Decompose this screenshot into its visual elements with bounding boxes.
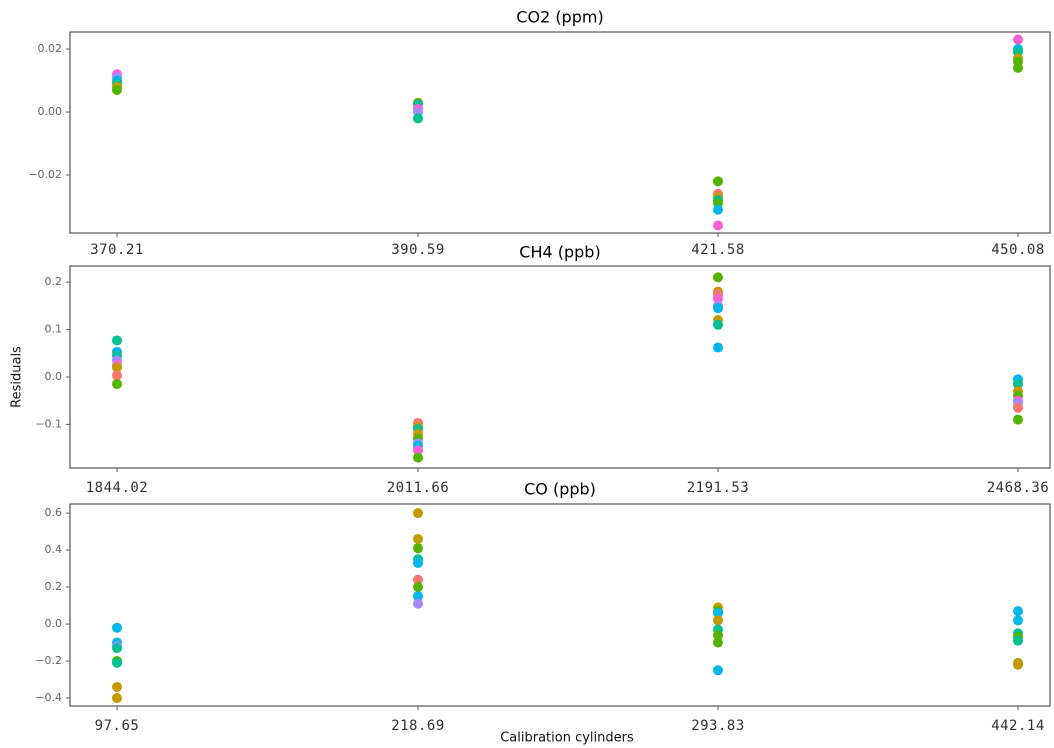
panel-border <box>69 503 1051 707</box>
x-tick-label: 97.65 <box>95 718 140 734</box>
point <box>1013 659 1023 670</box>
x-tick-label: 2468.36 <box>987 480 1050 496</box>
point <box>1013 606 1023 617</box>
point <box>413 598 423 609</box>
panel-title: CO2 (ppm) <box>516 8 603 27</box>
point <box>713 607 723 618</box>
point <box>112 84 122 95</box>
panel-border <box>69 265 1051 469</box>
point <box>713 342 723 353</box>
y-tick-label: 0.02 <box>38 42 63 55</box>
point <box>112 362 122 373</box>
point <box>413 543 423 554</box>
point <box>112 693 122 704</box>
point <box>1013 379 1023 390</box>
y-tick-label: 0.1 <box>45 323 63 336</box>
x-tick-label: 2011.66 <box>387 480 450 496</box>
y-tick-label: 0.0 <box>45 370 63 383</box>
y-tick-label: 0.4 <box>45 543 63 556</box>
panel-title: CO (ppb) <box>524 480 596 499</box>
point <box>713 665 723 676</box>
point <box>413 591 423 602</box>
y-tick-label: 0.2 <box>45 275 63 288</box>
x-axis-label: Calibration cylinders <box>500 731 634 746</box>
x-tick-label: 293.83 <box>691 718 745 734</box>
x-tick-label: 390.59 <box>391 242 445 258</box>
point <box>713 220 723 231</box>
point <box>1013 34 1023 45</box>
point <box>413 508 423 519</box>
x-tick-label: 218.69 <box>391 718 445 734</box>
point <box>112 379 122 390</box>
x-tick-label: 2191.53 <box>687 480 750 496</box>
point <box>713 637 723 648</box>
point <box>413 582 423 593</box>
point <box>713 293 723 304</box>
point <box>713 303 723 314</box>
panel-title: CH4 (ppb) <box>519 243 600 262</box>
point <box>713 615 723 626</box>
point <box>112 657 122 668</box>
y-tick-label: 0.2 <box>45 580 63 593</box>
y-tick-label: −0.4 <box>35 691 62 704</box>
y-tick-label: 0.6 <box>45 506 63 519</box>
panel-border <box>69 31 1051 234</box>
y-tick-label: −0.2 <box>35 654 62 667</box>
x-tick-label: 442.14 <box>991 718 1045 734</box>
point <box>713 272 723 283</box>
point <box>413 533 423 544</box>
point <box>413 113 423 124</box>
y-tick-label: 0.0 <box>45 617 63 630</box>
point <box>713 319 723 330</box>
x-tick-label: 1844.02 <box>86 480 149 496</box>
y-tick-label: −0.1 <box>35 417 62 430</box>
point <box>112 681 122 692</box>
point <box>413 558 423 569</box>
point <box>112 622 122 633</box>
point <box>413 574 423 585</box>
point <box>1013 414 1023 425</box>
point <box>413 445 423 456</box>
x-tick-label: 370.21 <box>90 242 144 258</box>
point <box>713 176 723 187</box>
point <box>1013 62 1023 73</box>
point <box>112 643 122 654</box>
point <box>413 452 423 463</box>
point <box>1013 402 1023 413</box>
y-tick-label: 0.00 <box>38 105 63 118</box>
point <box>1013 615 1023 626</box>
y-tick-label: −0.02 <box>28 168 62 181</box>
x-tick-label: 421.58 <box>691 242 745 258</box>
point <box>112 370 122 381</box>
point <box>112 335 122 346</box>
point <box>713 630 723 641</box>
point <box>1013 635 1023 646</box>
y-axis-label: Residuals <box>10 346 25 408</box>
point <box>713 204 723 215</box>
x-tick-label: 450.08 <box>991 242 1045 258</box>
